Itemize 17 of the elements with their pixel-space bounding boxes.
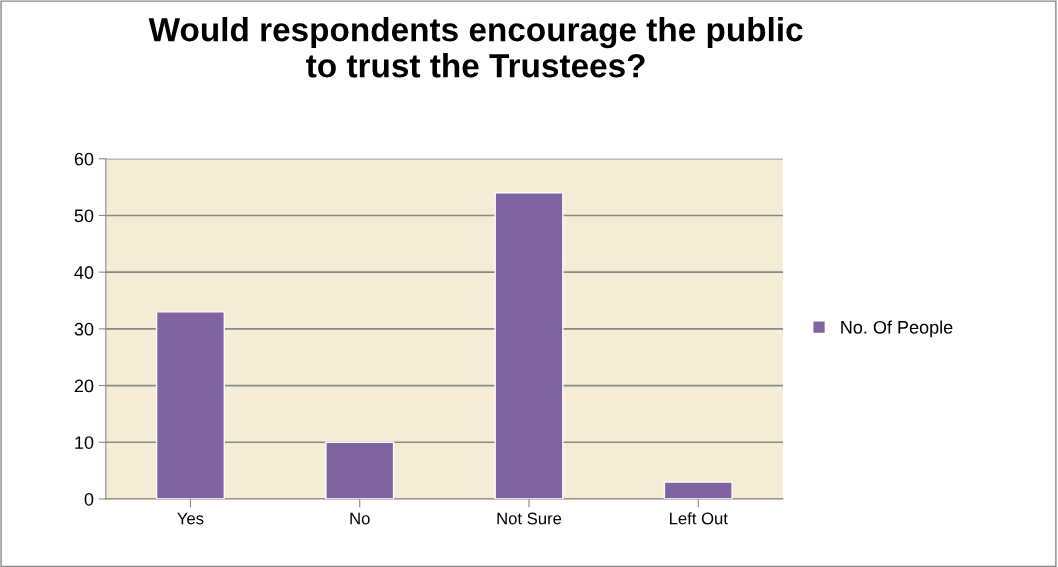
bar (663, 481, 733, 499)
x-tick-label: Yes (177, 512, 204, 525)
bar (155, 311, 225, 499)
x-tick-label: Left Out (670, 512, 728, 525)
x-tick-label: Not Sure (497, 512, 562, 525)
y-tick-label: 50 (74, 209, 94, 223)
x-tick-label: No (350, 512, 370, 525)
legend-label: No. Of People (841, 320, 953, 338)
y-tick-label: 10 (75, 436, 94, 449)
y-tick-label: 0 (84, 492, 94, 506)
bar (494, 192, 564, 499)
y-tick-label: 20 (74, 379, 94, 393)
y-tick-label: 40 (74, 266, 94, 279)
bar (325, 441, 395, 499)
y-tick-label: 60 (74, 152, 94, 166)
chart-title: Would respondents encourage the public to trust the Trustees? (148, 17, 803, 78)
y-tick-label: 30 (74, 322, 94, 336)
